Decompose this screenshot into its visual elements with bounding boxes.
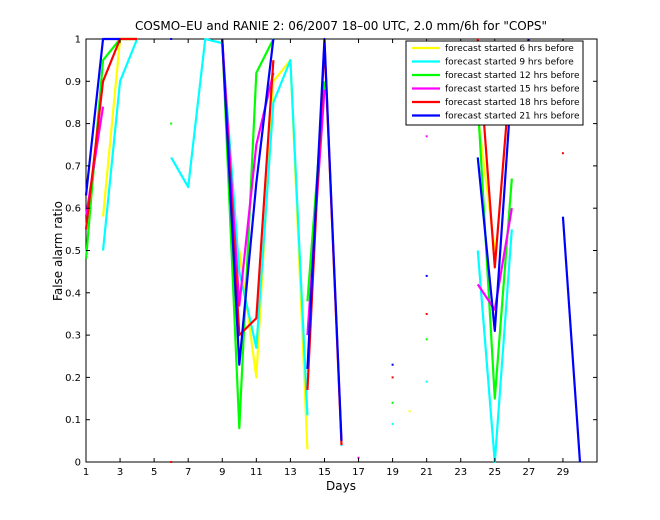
x-tick-label: 27: [522, 467, 535, 478]
data-point: [357, 456, 360, 459]
y-tick-label: 0.7: [65, 161, 81, 172]
legend-label: forecast started 9 hrs before: [445, 58, 574, 68]
data-point: [425, 274, 428, 277]
chart-title: COSMO–EU and RANIE 2: 06/2007 18–00 UTC,…: [135, 19, 547, 33]
series-line: [561, 216, 582, 463]
series-line: [170, 37, 309, 416]
x-tick-label: 3: [117, 467, 123, 478]
y-tick-label: 0.1: [65, 415, 81, 426]
x-tick-label: 15: [318, 467, 331, 478]
y-tick-label: 0.3: [65, 331, 81, 342]
y-axis-label: False alarm ratio: [51, 201, 65, 301]
x-tick-label: 1: [83, 467, 89, 478]
y-tick-label: 0.2: [65, 373, 81, 384]
legend-label: forecast started 6 hrs before: [445, 44, 574, 54]
data-point: [425, 135, 428, 138]
data-point: [391, 363, 394, 366]
series-line: [221, 38, 275, 366]
tick-layer: 1 3 5 7 9 11 13 15 17 19 21 23 25 27 2900.10.20.30.40.…: [65, 35, 597, 478]
x-tick-label: 9: [219, 467, 225, 478]
x-tick-label: 7: [185, 467, 191, 478]
x-tick-label: 19: [386, 467, 399, 478]
y-tick-label: 1: [75, 35, 81, 46]
data-point: [425, 312, 428, 315]
data-point: [561, 152, 564, 155]
x-tick-label: 5: [151, 467, 157, 478]
y-tick-label: 0.6: [65, 204, 81, 215]
x-axis-label: Days: [326, 479, 356, 493]
legend-label: forecast started 18 hrs before: [445, 98, 580, 108]
x-tick-label: 17: [352, 467, 365, 478]
series-layer: [84, 37, 582, 464]
x-tick-label: 11: [250, 467, 263, 478]
series-line: [101, 38, 139, 251]
legend-label: forecast started 12 hrs before: [445, 71, 580, 81]
y-tick-label: 0.8: [65, 119, 81, 130]
x-tick-label: 29: [557, 467, 570, 478]
series-line: [221, 38, 275, 430]
data-point: [170, 122, 173, 125]
x-tick-label: 23: [454, 467, 467, 478]
data-point: [391, 401, 394, 404]
series-line: [84, 37, 138, 230]
legend-box: [405, 40, 584, 126]
data-point: [391, 422, 394, 425]
y-tick-label: 0.9: [65, 77, 81, 88]
x-tick-label: 13: [284, 467, 297, 478]
y-tick-label: 0.5: [65, 246, 81, 257]
data-point: [391, 376, 394, 379]
data-point: [425, 338, 428, 341]
data-point: [170, 38, 173, 40]
series-line: [476, 102, 513, 400]
data-point: [170, 461, 173, 463]
x-tick-label: 25: [488, 467, 501, 478]
series-line: [476, 208, 513, 311]
x-tick-label: 21: [420, 467, 433, 478]
data-point: [425, 380, 428, 383]
series-line: [84, 37, 121, 196]
legend-label: forecast started 21 hrs before: [445, 112, 580, 122]
legend: forecast started 6 hrs before forecast st…: [405, 40, 584, 126]
y-tick-label: 0: [75, 458, 81, 469]
data-point: [408, 410, 411, 413]
y-tick-label: 0.4: [65, 288, 81, 299]
legend-label: forecast started 15 hrs before: [445, 85, 580, 95]
